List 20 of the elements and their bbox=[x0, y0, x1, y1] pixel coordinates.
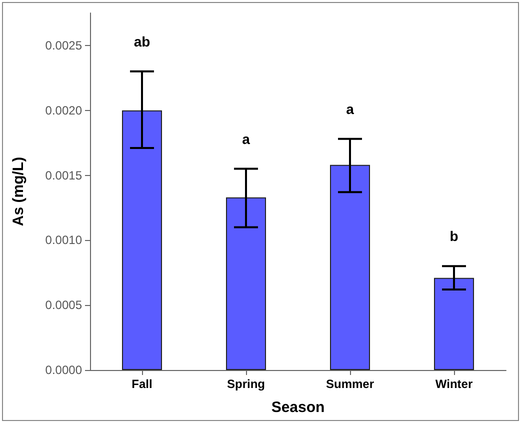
y-tick-label: 0.0010 bbox=[45, 233, 82, 248]
annotation: a bbox=[346, 100, 354, 117]
x-tick-label: Winter bbox=[435, 377, 473, 391]
bar bbox=[226, 197, 266, 370]
y-tick-label: 0.0025 bbox=[45, 38, 82, 52]
annotation: a bbox=[242, 130, 250, 147]
y-axis-title: As (mg/L) bbox=[10, 156, 27, 226]
x-tick-label: Fall bbox=[132, 377, 152, 391]
bar bbox=[330, 164, 370, 370]
x-axis-title: Season bbox=[271, 399, 325, 416]
bar bbox=[122, 110, 162, 370]
y-tick-label: 0.0015 bbox=[45, 168, 82, 182]
y-tick-label: 0.0000 bbox=[45, 363, 82, 377]
x-tick-label: Summer bbox=[326, 377, 374, 391]
bar bbox=[434, 278, 474, 370]
x-tick-label: Spring bbox=[227, 377, 265, 391]
y-tick-label: 0.0005 bbox=[45, 298, 82, 312]
annotation: b bbox=[450, 228, 458, 244]
y-tick-label: 0.0020 bbox=[45, 103, 82, 118]
annotation: ab bbox=[134, 33, 150, 50]
